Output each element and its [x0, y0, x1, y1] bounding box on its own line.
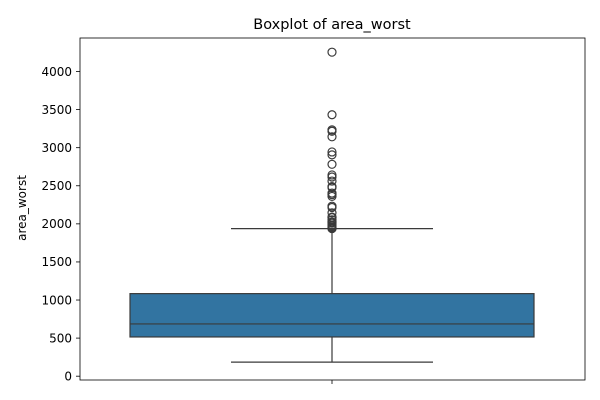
chart-title: Boxplot of area_worst: [253, 17, 411, 33]
outlier-point: [327, 47, 337, 57]
y-tick-label: 500: [49, 331, 72, 345]
outlier-point: [327, 191, 337, 202]
y-tick-label: 3500: [41, 103, 72, 117]
outlier-point: [327, 132, 337, 142]
plot-frame: [79, 37, 586, 381]
outlier-point: [327, 172, 337, 182]
outlier-point: [327, 150, 337, 160]
y-axis-label: area_worst: [15, 175, 29, 241]
outlier-point: [327, 182, 337, 193]
y-tick-label: 1000: [41, 293, 72, 307]
outlier-point: [327, 208, 337, 218]
iqr-box: [129, 293, 535, 338]
y-tick-label: 4000: [41, 65, 72, 79]
y-tick-label: 2000: [41, 217, 72, 231]
outlier-point: [327, 202, 337, 213]
outlier-point: [327, 176, 337, 186]
y-tick-label: 2500: [41, 179, 72, 193]
y-tick-label: 0: [64, 369, 72, 383]
outlier-point: [327, 126, 337, 136]
outlier-point: [327, 223, 337, 234]
y-tick-label: 3000: [41, 141, 72, 155]
outlier-point: [327, 110, 337, 120]
outlier-point: [327, 147, 337, 157]
outlier-point: [327, 159, 337, 169]
plot-area: 0 500 1000 1500 2000 2500 3000 3500 4000: [41, 37, 586, 384]
y-tick-label: 1500: [41, 255, 72, 269]
